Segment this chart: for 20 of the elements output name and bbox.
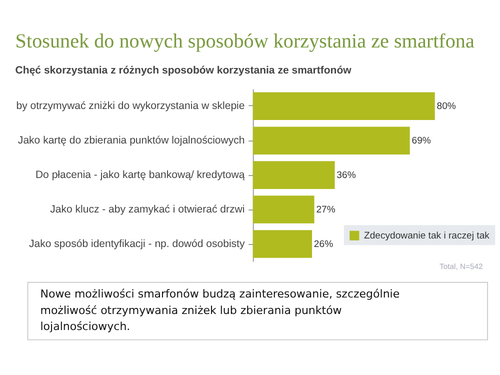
data-label: 27%: [316, 204, 336, 216]
data-label: 26%: [314, 238, 334, 250]
y-tick-label: Jako sposób identyfikacji - np. dowód osobisty: [29, 238, 246, 250]
legend-label: Zdecydowanie tak i raczej tak: [364, 230, 490, 242]
data-label: 69%: [412, 135, 432, 146]
y-tick-label: Jako klucz - aby zamykać i otwierać drzwi: [50, 203, 245, 216]
chart-title: Stosunek do nowych sposobów korzystania ze smartfona: [15, 30, 474, 53]
data-label: 36%: [336, 170, 356, 181]
bar: [252, 92, 435, 120]
y-tick-label: by otrzymywać zniżki do wykorzystania w sklepie: [16, 100, 245, 112]
bar: [252, 161, 335, 189]
y-tick-label: Jako kartę do zbierania punktów lojalnościowych: [18, 134, 245, 146]
text: Nowe możliwości smarfonów budzą zainteresowanie, szczególnie możliwość otrzymywania zniżek lub zbierania punktów lojalnościowych.: [40, 288, 400, 334]
bar: [252, 230, 312, 258]
text: Total, N=542: [440, 262, 483, 271]
chart-subtitle: Chęć skorzystania z różnych sposobów korzystania ze smartfonów: [15, 64, 352, 77]
bar: [252, 196, 314, 224]
y-tick-label: Do płacenia - jako kartę bankową/ kredytową: [35, 168, 245, 181]
bar: [252, 126, 410, 154]
data-label: 80%: [436, 100, 456, 112]
